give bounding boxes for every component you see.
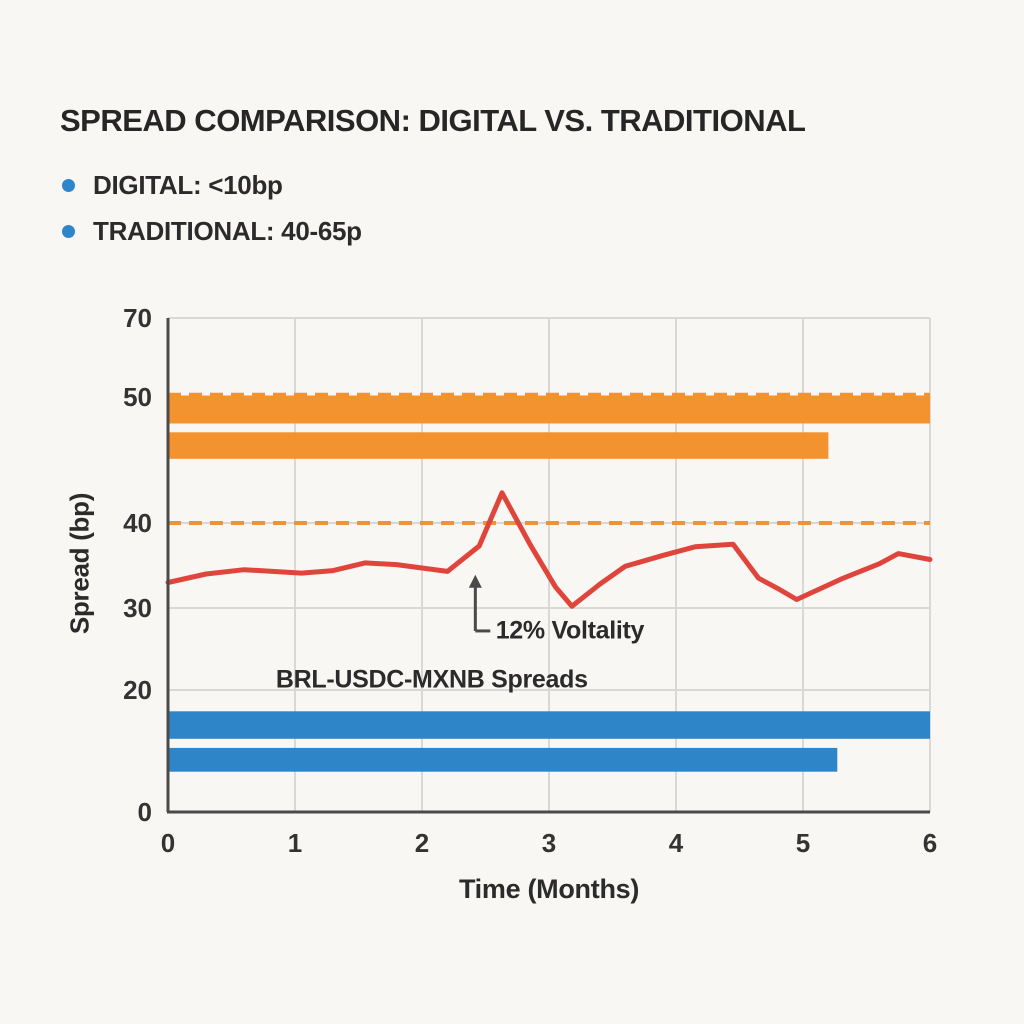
y-tick-label: 0: [138, 797, 152, 827]
x-tick-label: 6: [923, 828, 937, 858]
y-tick-label: 30: [123, 593, 152, 623]
y-tick-label: 70: [123, 303, 152, 333]
digital-band-upper: [168, 711, 930, 739]
legend-item-digital: DIGITAL: <10bp: [62, 162, 362, 208]
traditional-band-upper: [168, 395, 930, 424]
legend-label: DIGITAL: <10bp: [93, 169, 283, 200]
legend-bullet-icon: [62, 224, 75, 238]
legend-item-traditional: TRADITIONAL: 40-65p: [62, 208, 362, 254]
y-tick-label: 50: [123, 382, 152, 412]
x-tick-label: 2: [415, 828, 429, 858]
legend: DIGITAL: <10bp TRADITIONAL: 40-65p: [62, 162, 362, 254]
spread-line: [165, 490, 933, 609]
annotation-arrowhead-icon: [468, 574, 482, 588]
x-tick-label: 3: [542, 828, 556, 858]
page-title: SPREAD COMPARISON: DIGITAL VS. TRADITION…: [60, 103, 806, 138]
digital-band-lower: [168, 747, 838, 772]
x-tick-label: 5: [796, 828, 810, 858]
x-axis-title: Time (Months): [458, 874, 640, 904]
annotation-label: BRL-USDC-MXNB Spreads: [276, 666, 588, 694]
traditional-band-lower: [168, 432, 829, 459]
x-tick-label: 1: [288, 828, 302, 858]
legend-label: TRADITIONAL: 40-65p: [93, 215, 362, 246]
legend-bullet-icon: [62, 178, 75, 192]
y-tick-label: 40: [123, 508, 152, 538]
annotation-label: 12% Voltality: [496, 616, 645, 644]
x-tick-label: 0: [161, 828, 175, 858]
y-tick-label: 20: [123, 675, 152, 705]
y-axis-title: Spread (bp): [64, 492, 95, 635]
x-tick-label: 4: [669, 828, 684, 858]
